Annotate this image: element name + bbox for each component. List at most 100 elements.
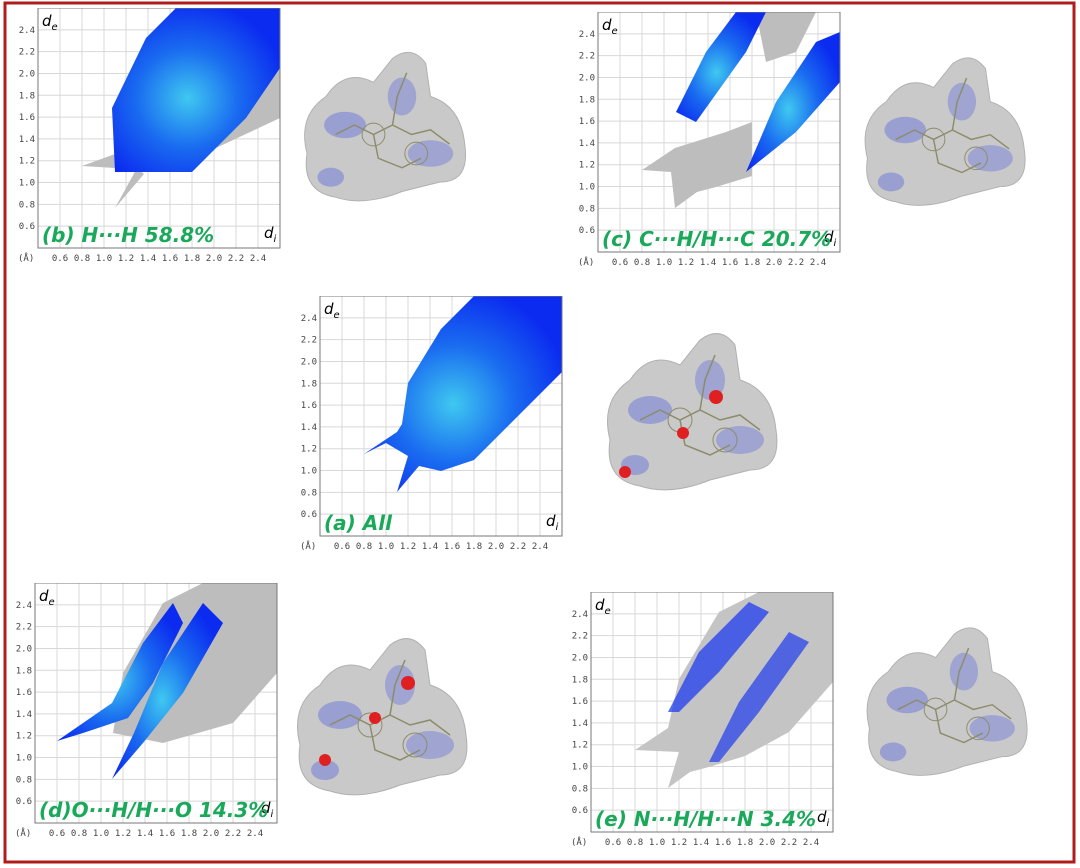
y-tick-label: 1.8 bbox=[16, 666, 32, 676]
y-tick-label: 2.0 bbox=[16, 644, 32, 654]
y-tick-label: 1.4 bbox=[301, 423, 317, 433]
x-tick-label: 2.2 bbox=[225, 829, 241, 839]
panel-a: 0.6 0.6 0.8 0.8 1.0 1.0 1.2 1.2 1.4 1.4 1.6 1.6 1.8 1… bbox=[298, 295, 578, 558]
x-tick-label: 1.8 bbox=[737, 838, 753, 848]
x-tick-label: 1.6 bbox=[162, 254, 178, 264]
y-axis-subscript: e bbox=[612, 26, 618, 37]
y-tick-label: 2.2 bbox=[301, 336, 317, 346]
y-tick-label: 2.4 bbox=[19, 26, 35, 36]
y-tick-label: 0.6 bbox=[19, 222, 35, 232]
fingerprint-plot: 0.6 0.6 0.8 0.8 1.0 1.0 1.2 1.2 1.4 1.4 1.6 1.6 1.8 1… bbox=[571, 591, 834, 848]
y-tick-label: 2.4 bbox=[579, 30, 595, 40]
x-axis-subscript: i bbox=[274, 234, 277, 245]
y-tick-label: 1.0 bbox=[572, 763, 588, 773]
x-axis-symbol: d bbox=[817, 808, 827, 826]
plot-border bbox=[590, 591, 834, 833]
x-tick-label: 2.4 bbox=[803, 838, 819, 848]
panel-d: 0.6 0.6 0.8 0.8 1.0 1.0 1.2 1.2 1.4 1.4 1.6 1.6 1.8 1… bbox=[13, 582, 293, 845]
x-tick-label: 2.4 bbox=[532, 542, 548, 552]
x-tick-label: 1.4 bbox=[700, 258, 716, 268]
x-tick-label: 0.6 bbox=[612, 258, 628, 268]
panel-label: (d)O···H/H···O 14.3% bbox=[39, 798, 268, 822]
y-tick-label: 2.4 bbox=[16, 601, 32, 611]
x-axis-subscript: i bbox=[556, 522, 559, 533]
x-tick-label: 1.6 bbox=[722, 258, 738, 268]
y-tick-label: 1.6 bbox=[301, 401, 317, 411]
panel-e: 0.6 0.6 0.8 0.8 1.0 1.0 1.2 1.2 1.4 1.4 1.6 1.6 1.8 1… bbox=[569, 591, 849, 854]
x-axis-symbol: d bbox=[824, 228, 834, 246]
plot-border bbox=[597, 11, 841, 253]
y-tick-label: 1.0 bbox=[19, 179, 35, 189]
x-tick-label: 1.2 bbox=[678, 258, 694, 268]
x-tick-label: 2.0 bbox=[766, 258, 782, 268]
molecule-surface bbox=[280, 615, 480, 815]
y-tick-label: 2.0 bbox=[572, 653, 588, 663]
panel-label: (c) C···H/H···C 20.7% bbox=[602, 227, 831, 251]
y-tick-label: 2.2 bbox=[572, 632, 588, 642]
x-axis-label: di bbox=[824, 228, 837, 249]
x-axis-subscript: i bbox=[827, 818, 830, 829]
x-axis-symbol: d bbox=[264, 224, 274, 242]
y-tick-label: 2.4 bbox=[301, 314, 317, 324]
x-tick-label: 0.8 bbox=[71, 829, 87, 839]
y-axis-symbol: d bbox=[595, 596, 605, 614]
x-axis-label: di bbox=[261, 799, 274, 820]
y-tick-label: 1.8 bbox=[19, 91, 35, 101]
molecule-surface bbox=[288, 35, 478, 215]
x-tick-label: 0.6 bbox=[334, 542, 350, 552]
plot-border bbox=[34, 582, 278, 824]
x-axis-symbol: d bbox=[546, 512, 556, 530]
axis-unit: (Å) bbox=[300, 540, 316, 552]
y-tick-label: 1.4 bbox=[16, 710, 32, 720]
y-axis-subscript: e bbox=[334, 310, 340, 321]
y-tick-label: 0.8 bbox=[579, 204, 595, 214]
fingerprint-plot: 0.6 0.6 0.8 0.8 1.0 1.0 1.2 1.2 1.4 1.4 1.6 1.6 1.8 1… bbox=[300, 295, 563, 552]
x-tick-label: 1.8 bbox=[744, 258, 760, 268]
x-tick-label: 0.8 bbox=[356, 542, 372, 552]
y-tick-label: 1.0 bbox=[579, 183, 595, 193]
y-axis-label: de bbox=[602, 16, 618, 37]
x-tick-label: 1.2 bbox=[115, 829, 131, 839]
y-tick-label: 1.6 bbox=[16, 688, 32, 698]
x-tick-label: 1.6 bbox=[159, 829, 175, 839]
x-tick-label: 0.8 bbox=[634, 258, 650, 268]
y-tick-label: 1.8 bbox=[579, 95, 595, 105]
x-tick-label: 1.0 bbox=[378, 542, 394, 552]
y-axis-label: de bbox=[42, 12, 58, 33]
y-tick-label: 0.8 bbox=[19, 200, 35, 210]
y-tick-label: 1.4 bbox=[19, 135, 35, 145]
x-tick-label: 2.0 bbox=[488, 542, 504, 552]
y-tick-label: 1.4 bbox=[572, 719, 588, 729]
y-axis-subscript: e bbox=[605, 606, 611, 617]
molecule-surface bbox=[845, 615, 1045, 785]
y-tick-label: 1.2 bbox=[19, 157, 35, 167]
axis-unit: (Å) bbox=[18, 252, 34, 264]
plot-border bbox=[37, 7, 281, 249]
border bbox=[3, 1, 1076, 864]
panel-label: (a) All bbox=[324, 511, 393, 535]
x-tick-label: 1.6 bbox=[444, 542, 460, 552]
y-tick-label: 1.4 bbox=[579, 139, 595, 149]
panel-label: (b) H···H 58.8% bbox=[42, 223, 214, 247]
x-tick-label: 1.2 bbox=[671, 838, 687, 848]
x-tick-label: 0.6 bbox=[52, 254, 68, 264]
x-axis-label: di bbox=[817, 808, 830, 829]
x-tick-label: 0.6 bbox=[49, 829, 65, 839]
axis-unit: (Å) bbox=[15, 827, 31, 839]
y-tick-label: 2.0 bbox=[579, 73, 595, 83]
plot-border bbox=[319, 295, 563, 537]
y-tick-label: 1.6 bbox=[572, 697, 588, 707]
axis-unit: (Å) bbox=[571, 836, 587, 848]
fingerprint-plot: 0.6 0.6 0.8 0.8 1.0 1.0 1.2 1.2 1.4 1.4 1.6 1.6 1.8 1… bbox=[18, 7, 281, 264]
y-tick-label: 1.2 bbox=[579, 161, 595, 171]
x-tick-label: 2.0 bbox=[203, 829, 219, 839]
x-tick-label: 1.4 bbox=[137, 829, 153, 839]
y-tick-label: 2.4 bbox=[572, 610, 588, 620]
y-tick-label: 0.6 bbox=[301, 510, 317, 520]
fingerprint-plot: 0.6 0.6 0.8 0.8 1.0 1.0 1.2 1.2 1.4 1.4 1.6 1.6 1.8 1… bbox=[578, 11, 841, 268]
y-tick-label: 1.2 bbox=[301, 445, 317, 455]
y-tick-label: 1.2 bbox=[572, 741, 588, 751]
y-tick-label: 1.0 bbox=[16, 754, 32, 764]
